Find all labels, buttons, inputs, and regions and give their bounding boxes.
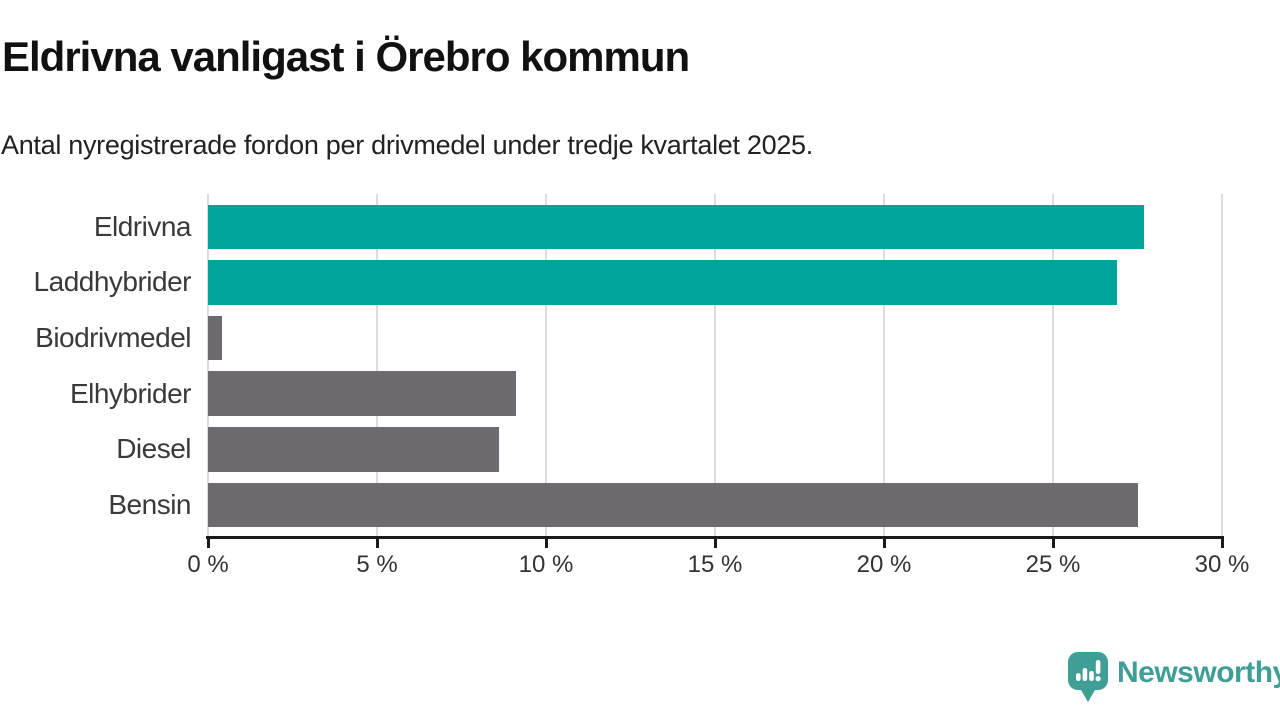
chart-subtitle: Antal nyregistrerade fordon per drivmede… <box>1 130 813 160</box>
bar-diesel <box>208 427 499 472</box>
category-label-biodrivmedel: Biodrivmedel <box>35 322 191 354</box>
x-tick-label: 20 % <box>856 551 912 578</box>
x-tick-label: 0 % <box>187 551 229 578</box>
bar-biodrivmedel <box>208 315 222 361</box>
x-tick-label: 30 % <box>1194 551 1250 578</box>
x-tick <box>1052 539 1055 548</box>
category-label-eldrivna: Eldrivna <box>93 210 192 242</box>
x-tick <box>1221 539 1224 548</box>
x-axis-line <box>206 536 1224 539</box>
bar-elhybrider <box>208 371 516 416</box>
chart-title: Eldrivna vanligast i Örebro kommun <box>2 33 690 80</box>
category-label-elhybrider: Elhybrider <box>69 377 192 409</box>
x-tick-label: 10 % <box>518 551 574 578</box>
x-tick <box>883 539 886 548</box>
category-label-laddhybrider: Laddhybrider <box>33 266 192 298</box>
x-tick <box>714 539 717 548</box>
bar-laddhybrider <box>208 260 1118 305</box>
bar-bensin <box>208 482 1138 528</box>
x-tick-label: 15 % <box>687 551 743 578</box>
x-tick-label: 5 % <box>356 551 398 578</box>
brand-footer: Newsworthy <box>1068 652 1280 704</box>
category-label-bensin: Bensin <box>108 489 191 520</box>
newsworthy-logo-icon <box>1068 652 1108 702</box>
gridline <box>376 194 378 536</box>
bar-eldrivna <box>208 204 1145 249</box>
category-label-diesel: Diesel <box>116 433 191 465</box>
brand-name: Newsworthy <box>1117 656 1280 689</box>
gridline <box>1221 194 1223 536</box>
x-tick <box>376 539 379 548</box>
gridline <box>545 194 547 536</box>
gridline <box>1052 194 1054 536</box>
x-tick <box>545 539 548 548</box>
x-tick-label: 25 % <box>1025 551 1081 578</box>
gridline <box>207 194 209 536</box>
gridline <box>714 194 716 536</box>
x-tick <box>207 539 210 548</box>
gridline <box>883 194 885 536</box>
